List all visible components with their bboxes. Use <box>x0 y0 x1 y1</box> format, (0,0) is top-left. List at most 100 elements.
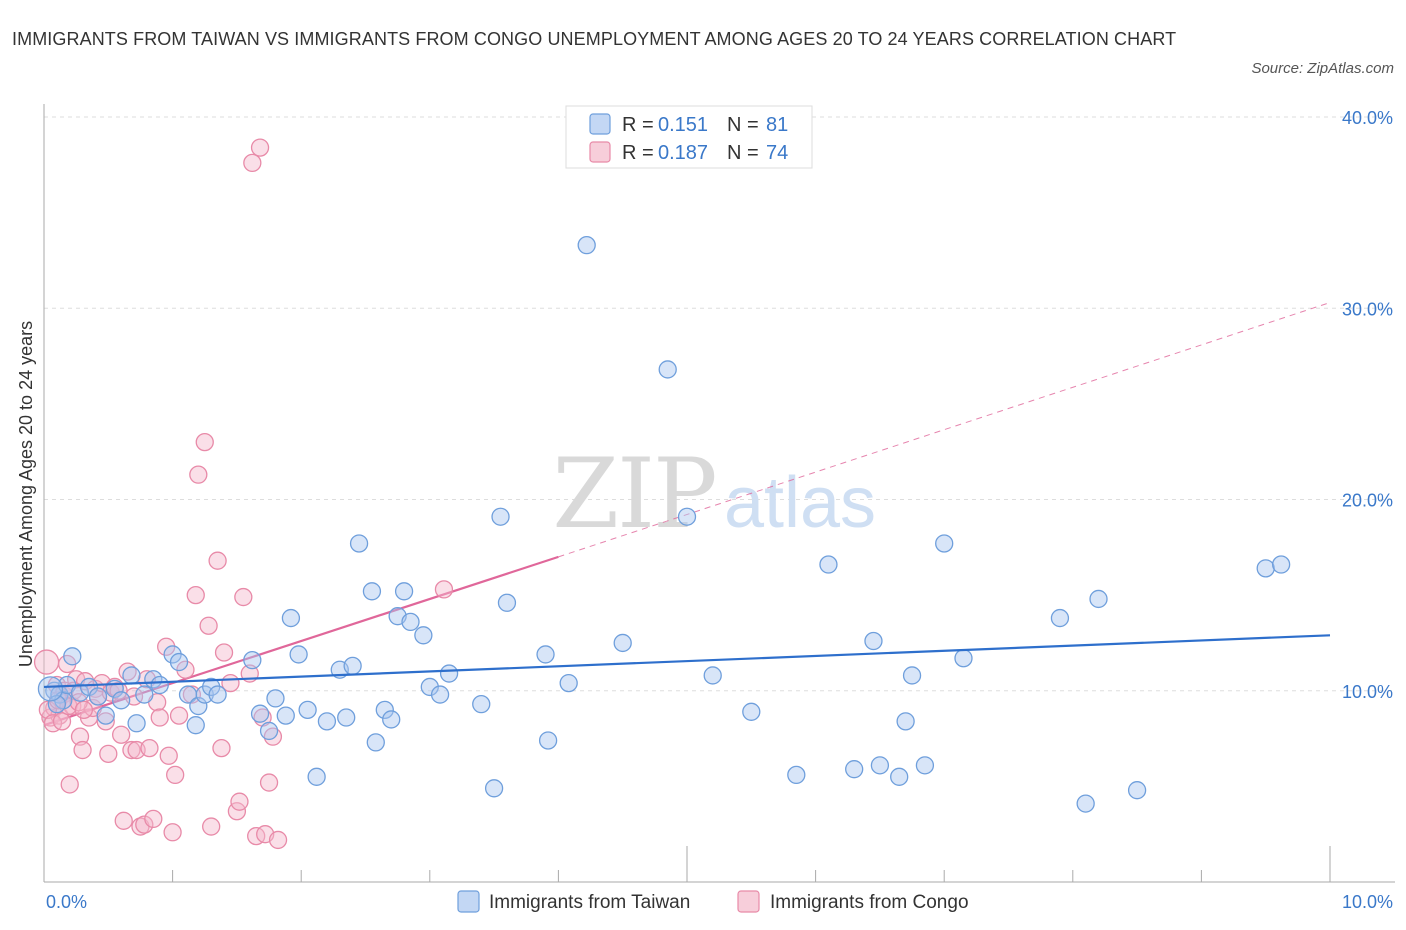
taiwan-point <box>484 779 504 798</box>
taiwan-point <box>1050 608 1070 628</box>
legend-swatch-taiwan <box>589 113 611 135</box>
taiwan-point <box>677 507 697 526</box>
taiwan-point <box>896 712 915 731</box>
taiwan-point <box>401 612 420 632</box>
taiwan-point <box>122 666 141 685</box>
congo-point <box>195 432 214 452</box>
taiwan-point <box>375 700 394 720</box>
congo-point <box>43 714 63 733</box>
taiwan-point <box>135 685 154 704</box>
watermark-atlas: atlas <box>724 463 876 543</box>
taiwan-point <box>47 694 67 714</box>
taiwan-point <box>658 360 677 379</box>
taiwan-point <box>70 683 90 702</box>
congo-point <box>250 138 270 157</box>
congo-point <box>230 792 249 811</box>
legend-r-label: R = <box>622 142 654 164</box>
x-tick-label: 0.0% <box>46 892 87 912</box>
taiwan-point <box>1089 589 1108 609</box>
taiwan-point <box>1076 794 1095 813</box>
taiwan-point <box>954 649 973 668</box>
taiwan-point <box>420 677 439 697</box>
y-tick-label: 20.0% <box>1342 491 1393 511</box>
congo-point <box>199 616 218 635</box>
scatter-points <box>33 138 1291 850</box>
congo-point <box>186 585 205 605</box>
taiwan-point <box>864 631 883 651</box>
legend-n-label: N = <box>727 142 759 164</box>
y-tick-label: 10.0% <box>1342 682 1393 702</box>
taiwan-point <box>243 651 262 670</box>
taiwan-trend-line <box>43 634 1331 689</box>
taiwan-point <box>559 673 578 693</box>
congo-point <box>189 465 208 484</box>
taiwan-point <box>186 716 205 735</box>
taiwan-point <box>112 691 131 710</box>
taiwan-point <box>787 765 806 785</box>
taiwan-point <box>890 767 909 786</box>
taiwan-point <box>281 608 301 628</box>
congo-trend-extension <box>558 302 1331 558</box>
tick-labels: 10.0% 20.0% 30.0% 40.0% 0.0% 10.0% <box>46 108 1393 912</box>
congo-point <box>202 817 221 836</box>
taiwan-point <box>1271 555 1291 574</box>
taiwan-point <box>1127 781 1147 800</box>
taiwan-point <box>189 696 208 716</box>
congo-point <box>60 775 79 794</box>
taiwan-point <box>870 756 890 775</box>
taiwan-point <box>259 721 279 741</box>
legend-swatch-congo <box>737 890 760 913</box>
congo-point <box>150 708 169 727</box>
congo-point <box>74 700 94 720</box>
taiwan-point <box>127 714 146 733</box>
taiwan-point <box>430 685 450 704</box>
congo-point <box>73 740 92 760</box>
taiwan-point <box>337 708 356 727</box>
congo-point <box>52 712 72 731</box>
congo-point <box>99 744 118 764</box>
taiwan-point <box>915 756 935 775</box>
congo-point <box>214 643 234 662</box>
chart-title: IMMIGRANTS FROM TAIWAN VS IMMIGRANTS FRO… <box>12 29 1177 49</box>
congo-point <box>70 727 90 746</box>
congo-point <box>247 826 266 846</box>
taiwan-point <box>472 694 491 714</box>
taiwan-point <box>1256 559 1275 578</box>
congo-point <box>259 773 279 792</box>
legend-label-taiwan: Immigrants from Taiwan <box>489 892 690 913</box>
correlation-legend: R = 0.151 N = 81 R = 0.187 N = 74 <box>565 105 813 169</box>
congo-point <box>169 706 189 725</box>
taiwan-point <box>298 700 317 720</box>
taiwan-point <box>491 507 510 526</box>
congo-point <box>234 587 253 607</box>
taiwan-point <box>366 733 385 752</box>
congo-point <box>182 685 202 704</box>
legend-n-value: 74 <box>766 142 788 164</box>
taiwan-point <box>276 706 295 725</box>
legend-label-congo: Immigrants from Congo <box>770 892 969 913</box>
taiwan-point <box>703 666 722 685</box>
taiwan-point <box>250 704 270 723</box>
congo-point <box>268 830 288 850</box>
congo-point <box>434 580 454 599</box>
axes <box>43 104 1395 883</box>
taiwan-point <box>935 534 954 553</box>
legend-swatch-congo <box>589 141 611 163</box>
taiwan-point <box>317 712 337 731</box>
taiwan-point <box>439 664 459 683</box>
taiwan-point <box>382 710 401 729</box>
legend-swatch-taiwan <box>457 890 480 913</box>
taiwan-point <box>902 666 922 685</box>
taiwan-point <box>497 593 517 612</box>
taiwan-point <box>96 706 115 725</box>
congo-point <box>144 809 163 829</box>
taiwan-point <box>742 702 761 721</box>
congo-point <box>166 765 185 785</box>
taiwan-point <box>536 645 555 664</box>
taiwan-point <box>362 582 382 601</box>
zipatlas-watermark: ZIP atlas <box>552 438 876 550</box>
y-tick-label: 40.0% <box>1342 108 1393 128</box>
taiwan-trend <box>43 634 1331 689</box>
congo-point <box>243 153 262 173</box>
taiwan-point <box>343 656 362 676</box>
